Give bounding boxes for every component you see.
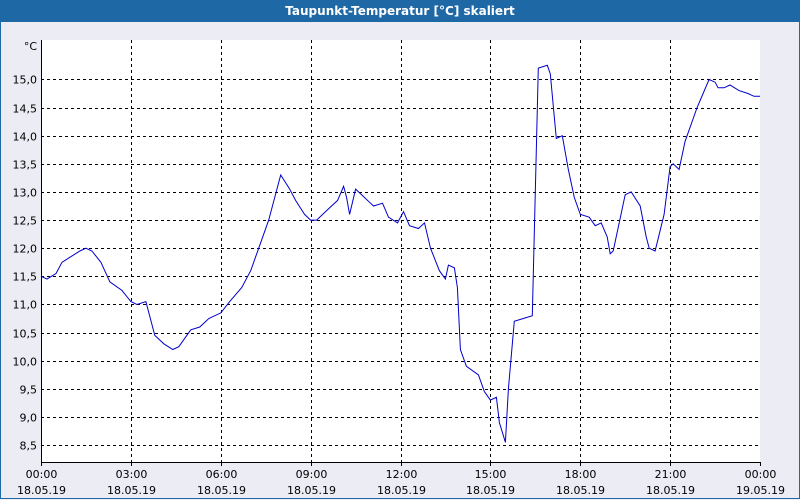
y-axis-unit: °C	[24, 40, 38, 53]
x-tick-time: 09:00	[296, 468, 328, 481]
y-tick-label: 10,5	[13, 328, 38, 341]
x-tick-date: 18.05.19	[466, 484, 515, 497]
y-tick-label: 10,0	[13, 356, 38, 369]
x-tick-date: 18.05.19	[646, 484, 695, 497]
axes	[41, 40, 761, 466]
x-tick-time: 21:00	[655, 468, 687, 481]
y-tick-label: 15,0	[13, 74, 38, 87]
x-tick-time: 00:00	[26, 468, 58, 481]
y-tick-label: 8,5	[20, 440, 38, 453]
y-tick-label: 12,0	[13, 243, 38, 256]
x-tick-date: 18.05.19	[17, 484, 66, 497]
x-tick-time: 15:00	[475, 468, 507, 481]
y-tick-label: 9,0	[20, 412, 38, 425]
x-tick-time: 03:00	[116, 468, 148, 481]
x-tick-date: 18.05.19	[197, 484, 246, 497]
y-tick-label: 11,5	[13, 271, 38, 284]
y-tick-label: 13,5	[13, 159, 38, 172]
x-tick-time: 18:00	[565, 468, 597, 481]
y-tick-label: 14,0	[13, 131, 38, 144]
x-tick-date: 18.05.19	[556, 484, 605, 497]
grid-lines	[41, 40, 760, 462]
x-tick-date: 19.05.19	[736, 484, 785, 497]
x-tick-date: 18.05.19	[377, 484, 426, 497]
y-tick-label: 14,5	[13, 103, 38, 116]
y-tick-label: 12,5	[13, 215, 38, 228]
plot-area	[41, 40, 760, 462]
x-tick-time: 00:00	[745, 468, 777, 481]
y-tick-label: 11,0	[13, 299, 38, 312]
chart-title-bar: Taupunkt-Temperatur [°C] skaliert	[0, 0, 800, 22]
x-tick-time: 06:00	[206, 468, 238, 481]
x-tick-date: 18.05.19	[107, 484, 156, 497]
chart-title: Taupunkt-Temperatur [°C] skaliert	[285, 4, 515, 18]
x-tick-date: 18.05.19	[287, 484, 336, 497]
y-tick-label: 13,0	[13, 187, 38, 200]
x-tick-labels: 00:00 18.05.19 03:00 18.05.19 06:00 18.05.19 0…	[17, 468, 785, 497]
y-tick-label: 9,5	[20, 384, 38, 397]
y-tick-labels: 8,5 9,0 9,5 10,0 10,5 11,0 11,5 12,0 12,5 13,0 13,…	[13, 74, 38, 453]
series-line-dewpoint	[40, 64, 760, 443]
series-layer	[40, 64, 760, 443]
x-tick-time: 12:00	[386, 468, 418, 481]
